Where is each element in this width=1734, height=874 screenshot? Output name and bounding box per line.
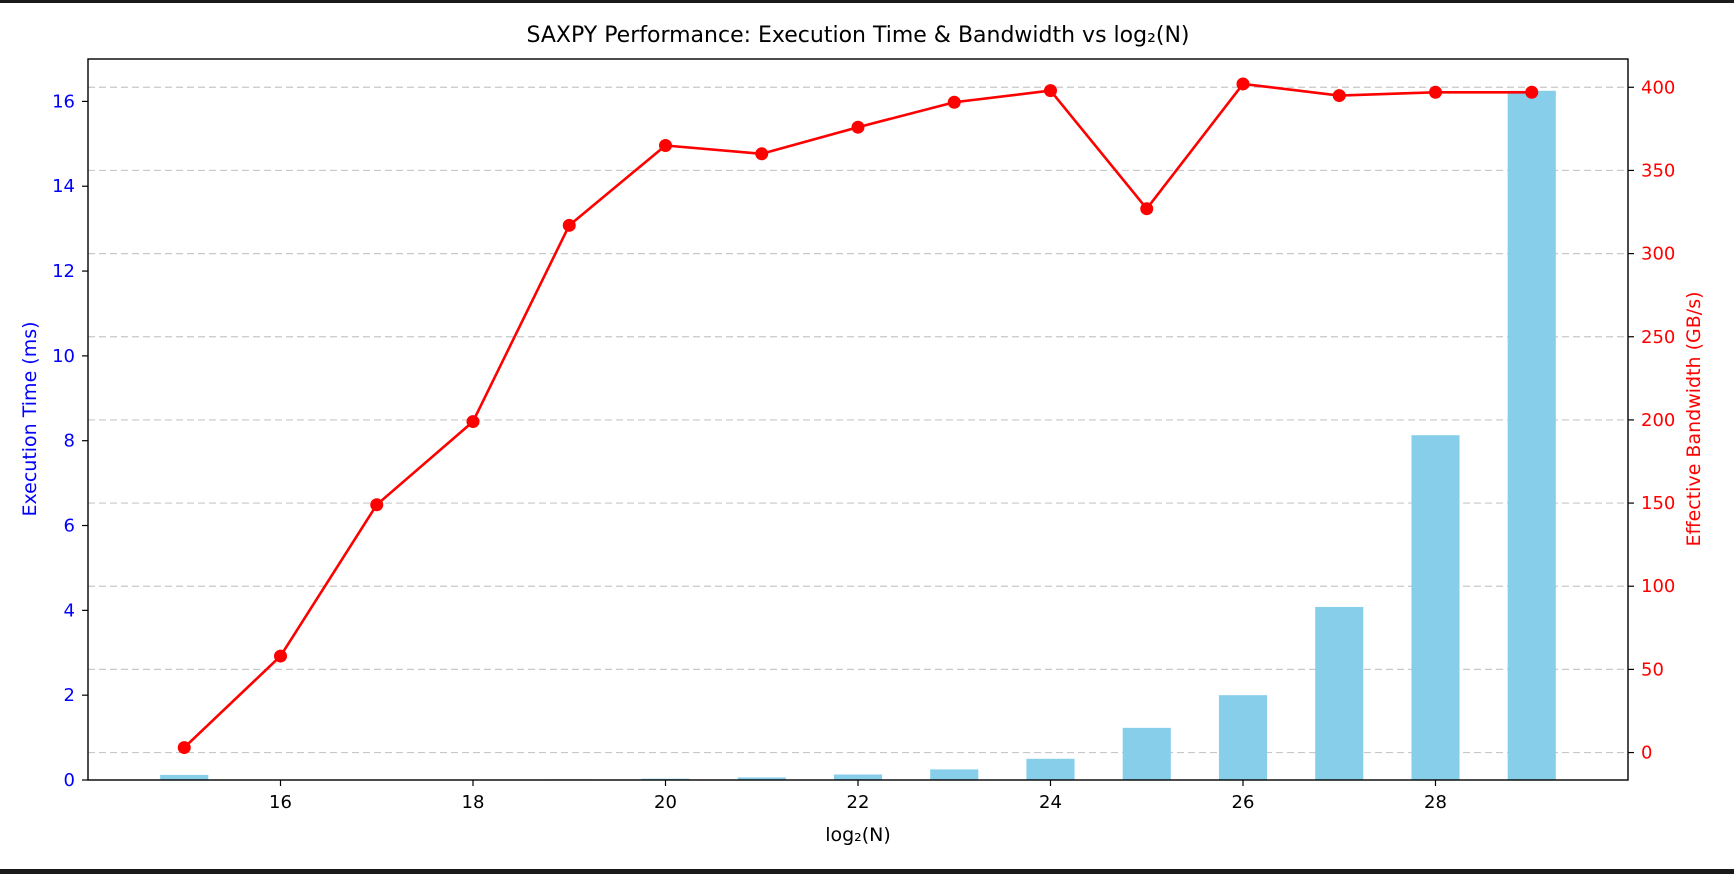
y-tick-label: 16 [52, 91, 75, 112]
y-tick-label: 14 [52, 176, 75, 197]
bar [833, 774, 883, 780]
y-tick-label: 10 [52, 346, 75, 367]
y2-tick-label: 400 [1641, 77, 1675, 98]
x-tick-label: 28 [1424, 792, 1447, 813]
chart-title: SAXPY Performance: Execution Time & Band… [526, 23, 1189, 48]
x-tick-label: 20 [654, 792, 677, 813]
bandwidth-point [562, 218, 576, 232]
bar [160, 774, 209, 780]
y2-tick-label: 150 [1641, 493, 1675, 514]
bandwidth-point [177, 741, 191, 755]
y-axis-right-ticks: 0 50 100 150 200 250 300 350 400 [1628, 77, 1675, 764]
x-axis-title: log₂(N) [825, 824, 891, 846]
bandwidth-point [755, 147, 769, 161]
y-tick-label: 6 [64, 516, 75, 537]
bandwidth-point [1332, 89, 1346, 103]
bandwidth-point [466, 415, 480, 429]
x-tick-label: 16 [269, 792, 292, 813]
y-axis-right-title: Effective Bandwidth (GB/s) [1683, 291, 1705, 546]
bandwidth-point [370, 498, 384, 512]
bandwidth-point [1429, 85, 1442, 99]
bar [1218, 695, 1268, 780]
bar [1122, 727, 1171, 780]
bar [1026, 758, 1075, 780]
y2-tick-label: 250 [1641, 327, 1675, 348]
y2-tick-label: 0 [1641, 743, 1652, 764]
bar [1315, 606, 1364, 780]
x-tick-label: 18 [462, 792, 485, 813]
grid-layer [88, 86, 1628, 754]
y-tick-label: 12 [52, 261, 75, 282]
bandwidth-point [851, 120, 865, 134]
bandwidth-point [1044, 84, 1057, 98]
y-tick-label: 8 [64, 431, 75, 452]
bar [1507, 90, 1556, 780]
bandwidth-point [1236, 77, 1250, 91]
bandwidth-point [947, 95, 961, 109]
bar-layer [160, 90, 1556, 780]
y-tick-label: 0 [64, 770, 75, 791]
y2-tick-label: 50 [1641, 659, 1664, 680]
y2-tick-label: 200 [1641, 410, 1675, 431]
line-layer [177, 77, 1539, 755]
y-tick-label: 2 [64, 685, 75, 706]
bandwidth-point [1140, 202, 1154, 216]
y2-tick-label: 100 [1641, 576, 1675, 597]
x-tick-label: 26 [1232, 792, 1255, 813]
x-tick-label: 22 [847, 792, 870, 813]
y2-tick-label: 350 [1641, 160, 1675, 181]
bar [737, 777, 786, 780]
y-axis-left-title: Execution Time (ms) [19, 321, 41, 516]
bandwidth-point [659, 138, 672, 152]
bar [1411, 435, 1460, 780]
chart-figure: 16 18 20 22 24 26 28 0 2 4 6 8 10 12 14 16 0 50 100 150 20… [0, 3, 1734, 869]
y2-tick-label: 300 [1641, 244, 1675, 265]
bar [930, 769, 979, 780]
y-tick-label: 4 [64, 600, 75, 621]
x-axis-ticks: 16 18 20 22 24 26 28 [269, 780, 1447, 813]
x-tick-label: 24 [1039, 792, 1062, 813]
bandwidth-point [1525, 85, 1539, 99]
bandwidth-point [274, 649, 287, 663]
y-axis-left-ticks: 0 2 4 6 8 10 12 14 16 [52, 91, 88, 791]
